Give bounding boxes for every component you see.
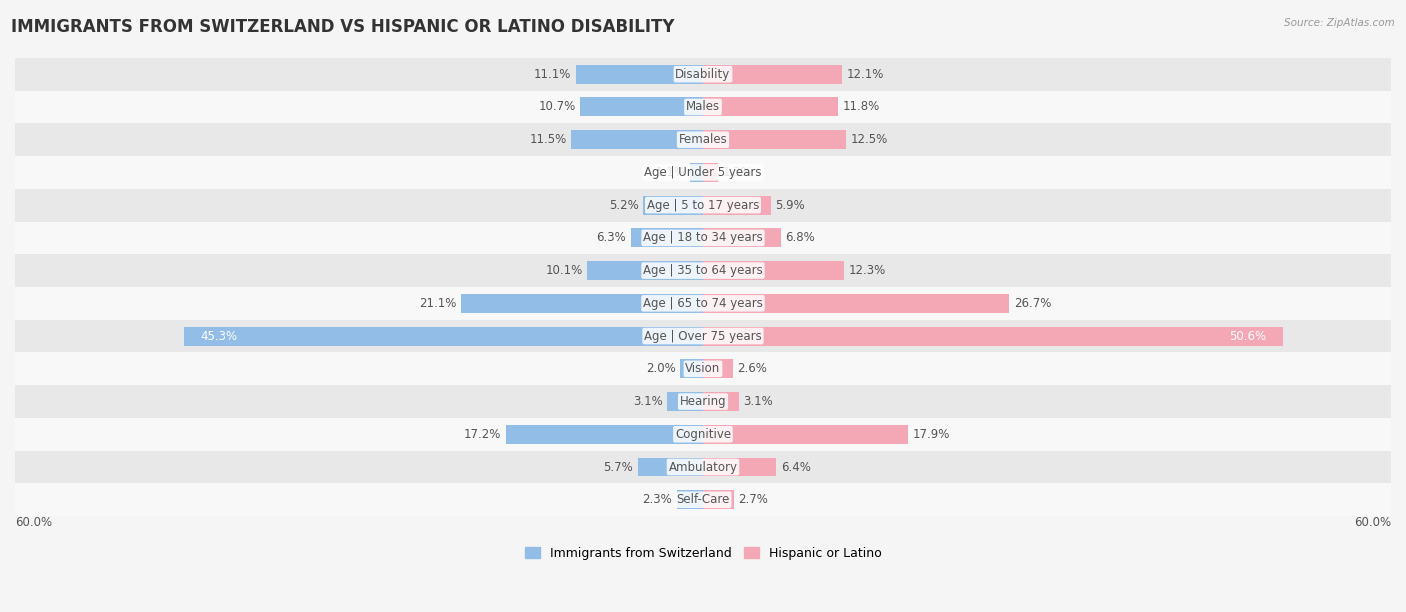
Text: 6.4%: 6.4% — [780, 460, 811, 474]
Bar — [15, 156, 1391, 188]
Text: 11.1%: 11.1% — [534, 68, 571, 81]
Bar — [703, 392, 738, 411]
Text: 3.1%: 3.1% — [633, 395, 662, 408]
Bar — [15, 385, 1391, 418]
Text: 11.5%: 11.5% — [529, 133, 567, 146]
Bar — [703, 65, 842, 84]
Bar — [15, 123, 1391, 156]
Bar — [581, 97, 703, 116]
Text: Cognitive: Cognitive — [675, 428, 731, 441]
Bar — [703, 163, 718, 182]
Bar — [681, 359, 703, 378]
Bar — [703, 97, 838, 116]
Legend: Immigrants from Switzerland, Hispanic or Latino: Immigrants from Switzerland, Hispanic or… — [519, 542, 887, 565]
Text: 6.8%: 6.8% — [786, 231, 815, 244]
Text: 50.6%: 50.6% — [1229, 330, 1265, 343]
Text: 5.2%: 5.2% — [609, 199, 638, 212]
Text: 10.7%: 10.7% — [538, 100, 575, 113]
Text: 2.3%: 2.3% — [643, 493, 672, 506]
Bar — [668, 392, 703, 411]
Bar — [703, 196, 770, 215]
Text: Age | 18 to 34 years: Age | 18 to 34 years — [643, 231, 763, 244]
Text: 1.1%: 1.1% — [657, 166, 686, 179]
Text: Age | Over 75 years: Age | Over 75 years — [644, 330, 762, 343]
Text: Age | 65 to 74 years: Age | 65 to 74 years — [643, 297, 763, 310]
Bar — [15, 319, 1391, 353]
Text: Hearing: Hearing — [679, 395, 727, 408]
Bar — [703, 359, 733, 378]
Text: 60.0%: 60.0% — [1354, 516, 1391, 529]
Bar — [15, 254, 1391, 287]
Text: 21.1%: 21.1% — [419, 297, 457, 310]
Bar — [15, 58, 1391, 91]
Bar — [703, 228, 780, 247]
Bar — [676, 490, 703, 509]
Bar — [703, 130, 846, 149]
Text: IMMIGRANTS FROM SWITZERLAND VS HISPANIC OR LATINO DISABILITY: IMMIGRANTS FROM SWITZERLAND VS HISPANIC … — [11, 18, 675, 36]
Text: 17.2%: 17.2% — [464, 428, 501, 441]
Text: Age | Under 5 years: Age | Under 5 years — [644, 166, 762, 179]
Bar — [15, 450, 1391, 483]
Text: 2.7%: 2.7% — [738, 493, 769, 506]
Text: 1.3%: 1.3% — [723, 166, 752, 179]
Text: 5.9%: 5.9% — [775, 199, 806, 212]
Bar — [638, 458, 703, 477]
Bar — [703, 458, 776, 477]
Bar — [15, 418, 1391, 450]
Bar — [703, 294, 1010, 313]
Text: 10.1%: 10.1% — [546, 264, 582, 277]
Bar — [506, 425, 703, 444]
Bar — [15, 188, 1391, 222]
Bar — [588, 261, 703, 280]
Text: 12.5%: 12.5% — [851, 133, 889, 146]
Bar — [15, 483, 1391, 516]
Bar — [15, 287, 1391, 319]
Bar — [15, 222, 1391, 254]
Text: Males: Males — [686, 100, 720, 113]
Bar — [184, 327, 703, 346]
Bar — [690, 163, 703, 182]
Bar — [15, 353, 1391, 385]
Text: 5.7%: 5.7% — [603, 460, 633, 474]
Bar — [461, 294, 703, 313]
Bar — [644, 196, 703, 215]
Text: Source: ZipAtlas.com: Source: ZipAtlas.com — [1284, 18, 1395, 28]
Text: 60.0%: 60.0% — [15, 516, 52, 529]
Text: Vision: Vision — [685, 362, 721, 375]
Text: 45.3%: 45.3% — [201, 330, 238, 343]
Text: 3.1%: 3.1% — [744, 395, 773, 408]
Text: 12.1%: 12.1% — [846, 68, 884, 81]
Text: 2.0%: 2.0% — [645, 362, 675, 375]
Bar — [575, 65, 703, 84]
Bar — [631, 228, 703, 247]
Bar — [703, 425, 908, 444]
Text: 26.7%: 26.7% — [1014, 297, 1052, 310]
Text: Females: Females — [679, 133, 727, 146]
Bar — [15, 91, 1391, 123]
Text: 2.6%: 2.6% — [737, 362, 768, 375]
Bar — [571, 130, 703, 149]
Text: 17.9%: 17.9% — [912, 428, 950, 441]
Text: Disability: Disability — [675, 68, 731, 81]
Text: 12.3%: 12.3% — [849, 264, 886, 277]
Text: 6.3%: 6.3% — [596, 231, 626, 244]
Text: 11.8%: 11.8% — [842, 100, 880, 113]
Bar — [703, 327, 1284, 346]
Text: Age | 35 to 64 years: Age | 35 to 64 years — [643, 264, 763, 277]
Text: Ambulatory: Ambulatory — [668, 460, 738, 474]
Text: Age | 5 to 17 years: Age | 5 to 17 years — [647, 199, 759, 212]
Bar — [703, 490, 734, 509]
Text: Self-Care: Self-Care — [676, 493, 730, 506]
Bar — [703, 261, 844, 280]
